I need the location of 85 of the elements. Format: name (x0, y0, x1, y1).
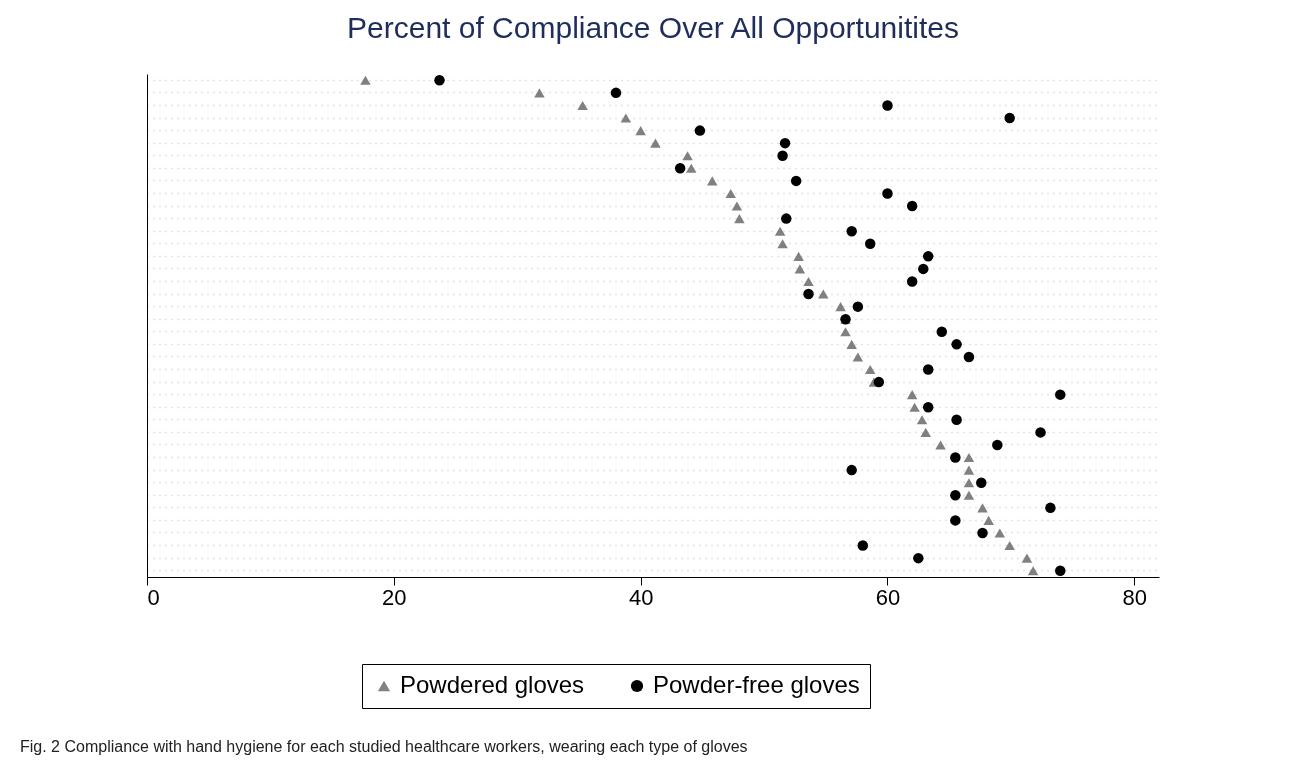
point (781, 213, 792, 224)
point (913, 552, 924, 564)
point (682, 151, 693, 161)
point (840, 327, 851, 337)
point (1004, 112, 1015, 124)
x-tick-label: 0 (147, 584, 160, 610)
point (963, 465, 975, 475)
point (922, 402, 934, 413)
point (976, 477, 987, 488)
point (864, 364, 876, 375)
point (936, 326, 948, 338)
point (935, 440, 946, 450)
x-tick-label: 60 (875, 584, 901, 610)
point (1027, 566, 1039, 576)
point (950, 490, 961, 501)
x-tick-label: 20 (382, 584, 407, 610)
point (725, 188, 736, 198)
point (846, 225, 857, 237)
point (882, 188, 893, 199)
point (918, 263, 929, 275)
chart-title: Percent of Compliance Over All Opportunitites (347, 11, 959, 44)
point (977, 527, 988, 539)
point (674, 163, 686, 174)
point (534, 88, 545, 98)
point (963, 478, 975, 488)
point (1021, 553, 1033, 563)
point (992, 439, 1003, 451)
point (963, 351, 975, 363)
point (793, 251, 804, 261)
point (906, 276, 918, 287)
point (835, 302, 846, 312)
point (686, 163, 697, 173)
point (916, 415, 928, 425)
point (790, 175, 802, 187)
point (818, 289, 829, 299)
point (922, 251, 934, 262)
legend-label: Powdered gloves (400, 671, 585, 698)
point (920, 427, 931, 437)
point (1045, 502, 1056, 514)
point (846, 339, 857, 349)
point (963, 490, 975, 500)
point (620, 113, 632, 123)
point (1035, 427, 1046, 438)
point (794, 264, 806, 274)
caption: Fig. 2 Compliance with hand hygiene for each studied healthcare workers, wearing each type of gloves (20, 738, 748, 756)
point (864, 238, 876, 249)
point (1055, 389, 1066, 400)
point (1004, 541, 1015, 551)
point (777, 150, 788, 161)
point (983, 515, 994, 525)
point (873, 376, 885, 388)
point (635, 126, 646, 136)
point (434, 75, 445, 86)
point (950, 452, 961, 463)
point (777, 239, 788, 249)
legend-label: Powder-free gloves (653, 671, 860, 698)
point (803, 288, 814, 300)
point (846, 464, 857, 476)
point (852, 301, 864, 312)
point (963, 453, 975, 463)
point (951, 339, 962, 350)
point (906, 390, 918, 400)
point (774, 226, 786, 236)
point (694, 125, 706, 136)
point (909, 402, 920, 412)
point (977, 503, 988, 513)
point (779, 137, 791, 149)
x-tick-label: 80 (1122, 584, 1148, 610)
point (650, 138, 661, 148)
point (803, 276, 814, 287)
point (906, 200, 918, 212)
point (577, 100, 588, 110)
point (951, 414, 962, 426)
point (950, 515, 961, 526)
point (360, 75, 371, 85)
point (882, 100, 893, 111)
point (852, 352, 864, 362)
point (922, 364, 934, 375)
point (734, 214, 745, 224)
x-tick-label: 40 (628, 584, 654, 610)
point (731, 201, 743, 211)
point (610, 87, 622, 99)
point (1055, 565, 1066, 576)
point (857, 540, 869, 551)
point (994, 528, 1006, 538)
